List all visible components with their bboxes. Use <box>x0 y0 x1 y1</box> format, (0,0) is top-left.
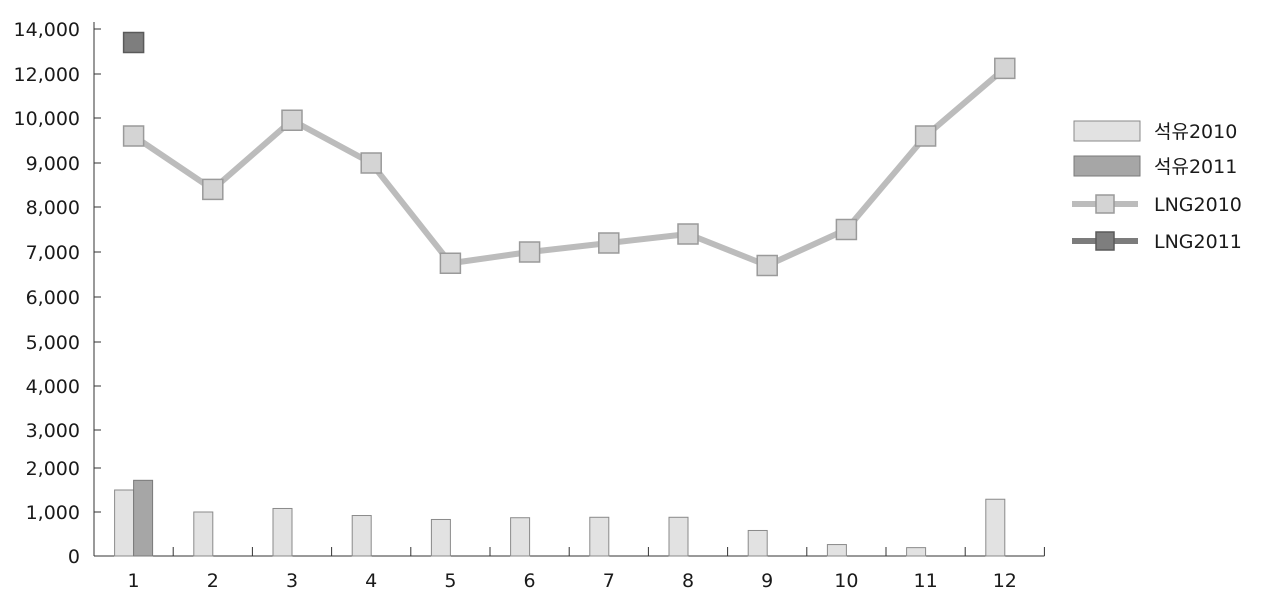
y-tick-label: 4,000 <box>26 376 80 398</box>
x-axis: 1 2 3 4 5 6 7 8 9 10 11 12 <box>93 547 1045 592</box>
y-axis: 0 1,000 2,000 3,000 4,000 5,000 6,000 7,000 8,00… <box>14 19 101 568</box>
legend-label: LNG2011 <box>1154 231 1242 253</box>
y-tick-label: 2,000 <box>26 458 80 480</box>
data-point <box>122 125 145 147</box>
x-tick-label: 1 <box>128 570 140 592</box>
x-tick-label: 11 <box>914 570 938 592</box>
data-point <box>360 152 382 174</box>
x-tick-label: 6 <box>524 570 536 592</box>
y-tick-label: 5,000 <box>26 332 80 354</box>
series-line <box>131 66 1007 269</box>
bar <box>589 516 610 557</box>
x-tick-label: 12 <box>993 570 1017 592</box>
bar <box>906 547 927 557</box>
y-tick-label: 12,000 <box>14 64 80 86</box>
y-tick-label: 14,000 <box>14 19 80 41</box>
data-point <box>281 109 303 131</box>
bar <box>272 507 293 557</box>
bar <box>510 517 531 557</box>
data-point <box>122 31 145 54</box>
x-tick-label: 9 <box>761 570 773 592</box>
legend-swatch <box>1073 120 1141 142</box>
x-tick-label: 4 <box>365 570 377 592</box>
bar <box>668 516 689 557</box>
y-tick-label: 9,000 <box>26 153 80 175</box>
data-point <box>994 57 1016 80</box>
y-tick-label: 3,000 <box>26 420 80 442</box>
bar <box>193 511 214 557</box>
data-point <box>202 178 224 201</box>
y-tick-label: 1,000 <box>26 502 80 524</box>
data-point <box>439 252 462 274</box>
bars <box>114 479 1006 557</box>
bar <box>747 529 768 557</box>
x-tick-label: 7 <box>603 570 615 592</box>
bar <box>430 518 451 557</box>
data-point <box>598 232 620 254</box>
legend-marker <box>1095 194 1115 214</box>
legend-label: 석유2011 <box>1154 156 1237 178</box>
bar <box>351 515 372 557</box>
data-point <box>914 125 937 147</box>
x-tick-label: 5 <box>444 570 456 592</box>
y-tick-label: 10,000 <box>14 108 80 130</box>
data-point <box>756 254 778 277</box>
legend: 석유2010 석유2011 LNG2010 LNG2011 <box>1072 120 1242 253</box>
x-tick-label: 2 <box>207 570 219 592</box>
y-tick-label: 0 <box>68 546 80 568</box>
bar <box>826 544 847 557</box>
y-tick-label: 7,000 <box>26 242 80 264</box>
data-point <box>835 218 858 241</box>
lines <box>122 31 1016 277</box>
legend-swatch <box>1073 155 1141 177</box>
y-tick-label: 8,000 <box>26 197 80 219</box>
data-point <box>518 241 541 263</box>
data-point <box>677 223 699 245</box>
legend-label: 석유2010 <box>1154 121 1237 143</box>
x-tick-label: 8 <box>682 570 694 592</box>
x-tick-label: 3 <box>286 570 298 592</box>
legend-marker <box>1095 231 1115 251</box>
bar <box>114 489 135 557</box>
x-tick-label: 10 <box>834 570 858 592</box>
y-tick-label: 6,000 <box>26 287 80 309</box>
legend-label: LNG2010 <box>1154 194 1242 216</box>
bar <box>133 479 154 557</box>
bar <box>985 498 1006 557</box>
